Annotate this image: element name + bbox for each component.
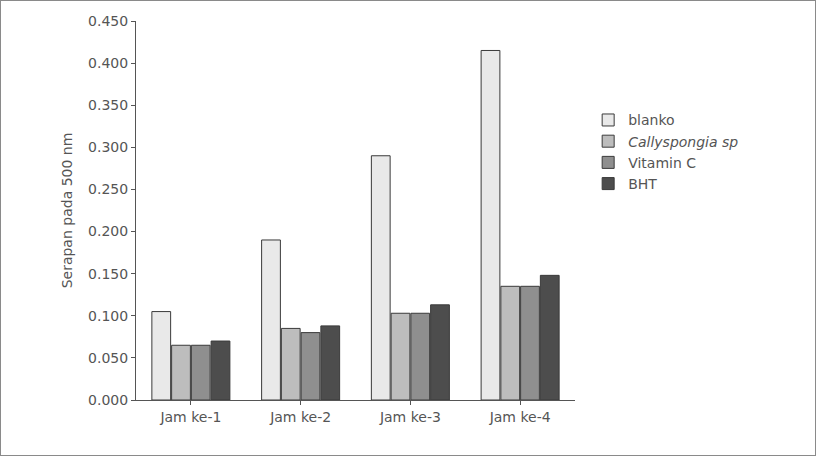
svg-text:Callyspongia sp: Callyspongia sp bbox=[628, 134, 738, 150]
svg-text:0.000: 0.000 bbox=[88, 392, 128, 408]
svg-text:Jam ke-1: Jam ke-1 bbox=[159, 409, 221, 425]
svg-text:0.300: 0.300 bbox=[88, 139, 128, 155]
svg-text:0.150: 0.150 bbox=[88, 266, 128, 282]
svg-text:0.450: 0.450 bbox=[88, 13, 128, 29]
svg-text:0.400: 0.400 bbox=[88, 55, 128, 71]
svg-text:Vitamin C: Vitamin C bbox=[628, 155, 696, 171]
svg-text:BHT: BHT bbox=[628, 176, 657, 192]
svg-text:0.250: 0.250 bbox=[88, 181, 128, 197]
svg-text:blanko: blanko bbox=[628, 112, 674, 128]
svg-text:0.200: 0.200 bbox=[88, 223, 128, 239]
svg-text:Jam ke-3: Jam ke-3 bbox=[379, 409, 441, 425]
svg-text:0.350: 0.350 bbox=[88, 97, 128, 113]
svg-text:Serapan pada 500 nm: Serapan pada 500 nm bbox=[59, 133, 75, 289]
svg-text:0.050: 0.050 bbox=[88, 350, 128, 366]
svg-text:Jam ke-4: Jam ke-4 bbox=[489, 409, 551, 425]
svg-text:0.100: 0.100 bbox=[88, 308, 128, 324]
svg-text:Jam ke-2: Jam ke-2 bbox=[269, 409, 331, 425]
